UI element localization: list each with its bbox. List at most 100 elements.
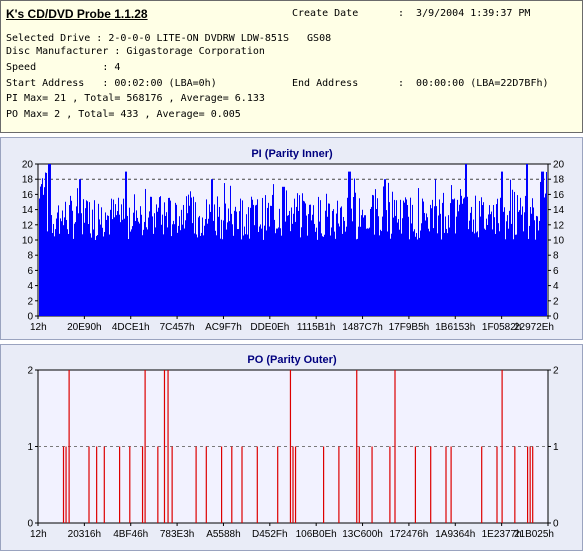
pi-bar: [517, 195, 518, 316]
po-ytick-label-right: 2: [553, 366, 559, 377]
pi-bar: [443, 192, 444, 316]
pi-bar: [306, 215, 307, 316]
create-date-label: Create Date: [292, 8, 359, 19]
pi-bar: [408, 216, 409, 316]
pi-bar: [440, 213, 441, 316]
pi-bar: [400, 199, 401, 316]
pi-bar: [214, 204, 215, 316]
pi-bar: [88, 224, 89, 316]
pi-bar: [474, 233, 475, 316]
pi-bar: [413, 231, 414, 316]
pi-bar: [100, 224, 101, 316]
pi-bar: [280, 228, 281, 316]
pi-bar: [359, 198, 360, 316]
po-xtick-label: 106B0Eh: [296, 529, 337, 540]
pi-bar: [83, 199, 84, 316]
pi-bar: [414, 229, 415, 316]
pi-bar: [77, 188, 78, 316]
pi-bar: [518, 211, 519, 316]
pi-bar: [324, 234, 325, 316]
pi-bar: [515, 234, 516, 316]
pi-bar: [50, 164, 51, 316]
pi-bar: [203, 235, 204, 316]
pi-bar: [45, 172, 46, 316]
pi-bar: [134, 194, 135, 316]
pi-bar: [116, 215, 117, 316]
pi-bar: [472, 231, 473, 316]
pi-bar: [355, 192, 356, 316]
pi-bar: [89, 202, 90, 316]
pi-bar: [150, 196, 151, 316]
pi-bar: [507, 215, 508, 316]
pi-bar: [448, 215, 449, 316]
pi-bar: [412, 204, 413, 316]
pi-bar: [531, 213, 532, 316]
pi-bar: [135, 220, 136, 316]
pi-bar: [396, 200, 397, 316]
pi-bar: [470, 212, 471, 316]
pi-bar: [524, 212, 525, 316]
pi-bar: [398, 219, 399, 316]
pi-bar: [333, 209, 334, 316]
pi-xtick-label: 1B6153h: [435, 322, 475, 333]
pi-bar: [529, 225, 530, 316]
pi-bar: [301, 227, 302, 316]
pi-bar: [265, 195, 266, 316]
pi-bar: [202, 217, 203, 316]
pi-bar: [194, 233, 195, 316]
pi-bar: [246, 214, 247, 316]
pi-bar: [406, 199, 407, 316]
pi-bar: [390, 238, 391, 316]
pi-bar: [276, 228, 277, 316]
selected-drive-line: Selected Drive : 2-0-0-0 LITE-ON DVDRW L…: [6, 33, 332, 44]
pi-bar: [73, 238, 74, 316]
pi-bar: [183, 204, 184, 316]
pi-bar: [431, 208, 432, 316]
pi-bar: [213, 220, 214, 316]
pi-bar: [49, 164, 50, 316]
pi-bar: [282, 186, 283, 316]
pi-bar: [382, 216, 383, 316]
pi-bar: [46, 172, 47, 316]
pi-bar: [451, 185, 452, 316]
pi-bar: [441, 239, 442, 316]
pi-bar: [401, 233, 402, 316]
pi-bar: [416, 233, 417, 316]
pi-bar: [85, 208, 86, 316]
pi-bar: [136, 210, 137, 316]
pi-bar: [185, 220, 186, 316]
pi-bar: [361, 215, 362, 316]
pi-bar: [340, 207, 341, 316]
pi-bar: [168, 197, 169, 316]
pi-bar: [386, 210, 387, 316]
pi-bar: [59, 233, 60, 316]
pi-bar: [172, 224, 173, 316]
pi-bar: [332, 210, 333, 316]
pi-bar: [182, 224, 183, 316]
pi-bar: [99, 219, 100, 316]
pi-bar: [57, 212, 58, 316]
po-chart-title: PO (Parity Outer): [247, 354, 337, 366]
pi-xtick-label: 1115B1h: [297, 322, 336, 333]
pi-bar: [444, 232, 445, 316]
pi-bar: [483, 202, 484, 316]
pi-bar: [475, 195, 476, 316]
pi-bar: [104, 231, 105, 316]
pi-bar: [58, 205, 59, 316]
create-date-value: : 3/9/2004 1:39:37 PM: [398, 8, 531, 19]
pi-bar: [455, 233, 456, 316]
pi-bar: [252, 199, 253, 316]
pi-bar: [264, 225, 265, 316]
pi-bar: [159, 197, 160, 316]
po-xtick-label: D452Fh: [252, 529, 288, 540]
pi-bar: [514, 191, 515, 316]
pi-bar: [256, 204, 257, 316]
pi-xtick-label: 12h: [30, 322, 47, 333]
pi-bar: [235, 206, 236, 316]
pi-bar: [478, 237, 479, 316]
pi-bar: [421, 223, 422, 316]
pi-bar: [399, 229, 400, 316]
pi-bar: [263, 239, 264, 316]
speed-line: Speed : 4: [6, 62, 121, 73]
pi-bar: [479, 200, 480, 316]
